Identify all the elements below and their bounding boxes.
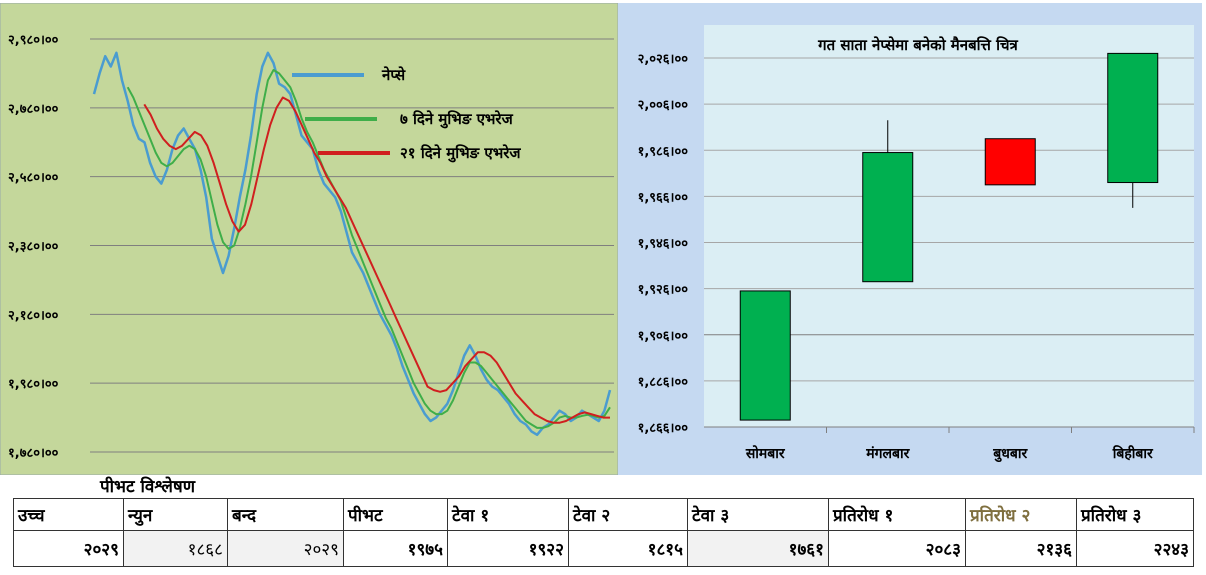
pivot-value-cell: १९७५: [343, 530, 448, 567]
candle-category-label: सोमबार: [745, 445, 786, 462]
pivot-value-cell: २०८३: [828, 530, 966, 567]
line-ytick-label: २,५८०।००: [8, 171, 59, 186]
candle-ytick-label: २,००६।००: [638, 98, 689, 113]
line-ytick-label: २,१८०।००: [8, 308, 59, 323]
pivot-value-cell: १७६१: [687, 530, 829, 567]
pivot-header-cell: प्रतिरोध २: [965, 498, 1077, 531]
pivot-value-cell: २०२९: [227, 530, 344, 567]
pivot-header-cell: प्रतिरोध ३: [1076, 498, 1194, 531]
line-ytick-label: १,७८०।००: [8, 446, 59, 461]
pivot-header-cell: टेवा १: [447, 498, 569, 531]
candle-category-label: बिहीबार: [1112, 445, 1154, 462]
pivot-header-row: उच्च न्युन बन्द पीभट टेवा १ टेवा २ टेवा ३ प्रति…: [13, 498, 1194, 531]
candle-body: [984, 138, 1036, 186]
pivot-header-cell: बन्द: [227, 498, 344, 531]
candle-ytick-label: १,९०६।००: [638, 329, 689, 344]
candle-ytick-label: २,०२६।००: [638, 52, 689, 67]
pivot-value-cell: १८१५: [568, 530, 688, 567]
candle-ytick-label: १,९४६।००: [638, 237, 689, 252]
candle-ytick-label: १,९८६।००: [638, 144, 689, 159]
line-ytick-label: २,७८०।००: [8, 102, 59, 117]
candle-ytick-label: १,८६६।००: [638, 421, 689, 436]
pivot-header-cell: टेवा ३: [687, 498, 829, 531]
legend-label: ७ दिने मुभिङ एभरेज: [400, 110, 514, 129]
legend-label: २१ दिने मुभिङ एभरेज: [400, 144, 521, 163]
candle-ytick-label: १,८८६।००: [638, 375, 689, 390]
pivot-header-cell: उच्च: [13, 498, 124, 531]
line-ytick-label: २,९८०।००: [8, 33, 59, 48]
candlestick-chart: गत साता नेप्सेमा बनेको मैनबत्ति चित्र २,…: [618, 3, 1202, 475]
pivot-value-cell: १८६८: [123, 530, 228, 567]
pivot-header-cell: टेवा २: [568, 498, 688, 531]
line-chart: २,९८०।०० २,७८०।०० २,५८०।०० २,३८०।०० २,१८०।००…: [0, 3, 618, 475]
pivot-table: उच्च न्युन बन्द पीभट टेवा १ टेवा २ टेवा ३ प्रति…: [13, 498, 1194, 567]
pivot-header-cell: पीभट: [343, 498, 448, 531]
candle-ytick-label: १,९६६।००: [638, 190, 689, 205]
line-ytick-label: २,३८०।००: [8, 240, 59, 255]
pivot-value-cell: २२४३: [1076, 530, 1194, 567]
candle-category-label: मंगलबार: [865, 446, 910, 462]
line-ytick-label: १,९८०।००: [8, 377, 59, 392]
candle-body: [739, 290, 791, 421]
pivot-values-row: २०२९ १८६८ २०२९ १९७५ १९२२ १८१५ १७६१ २०८३ २१३६ २२४३: [13, 530, 1194, 567]
pivot-value-cell: १९२२: [447, 530, 569, 567]
candle-ytick-label: १,९२६।००: [638, 283, 689, 298]
pivot-title: पीभट विश्लेषण: [100, 477, 195, 497]
line-chart-background: [0, 3, 618, 475]
pivot-value-cell: २१३६: [965, 530, 1077, 567]
pivot-header-cell: प्रतिरोध १: [828, 498, 966, 531]
candle-body: [862, 152, 914, 283]
candle-category-label: बुधबार: [992, 446, 1028, 463]
line-series-3: [143, 96, 610, 424]
pivot-value-cell: २०२९: [13, 530, 124, 567]
line-series-2: [126, 69, 611, 429]
line-series-1: [92, 51, 612, 437]
pivot-header-cell: न्युन: [123, 498, 228, 531]
candle-chart-title: गत साता नेप्सेमा बनेको मैनबत्ति चित्र: [817, 36, 1018, 54]
candle-body: [1107, 52, 1159, 184]
legend-label: नेप्से: [381, 66, 406, 84]
